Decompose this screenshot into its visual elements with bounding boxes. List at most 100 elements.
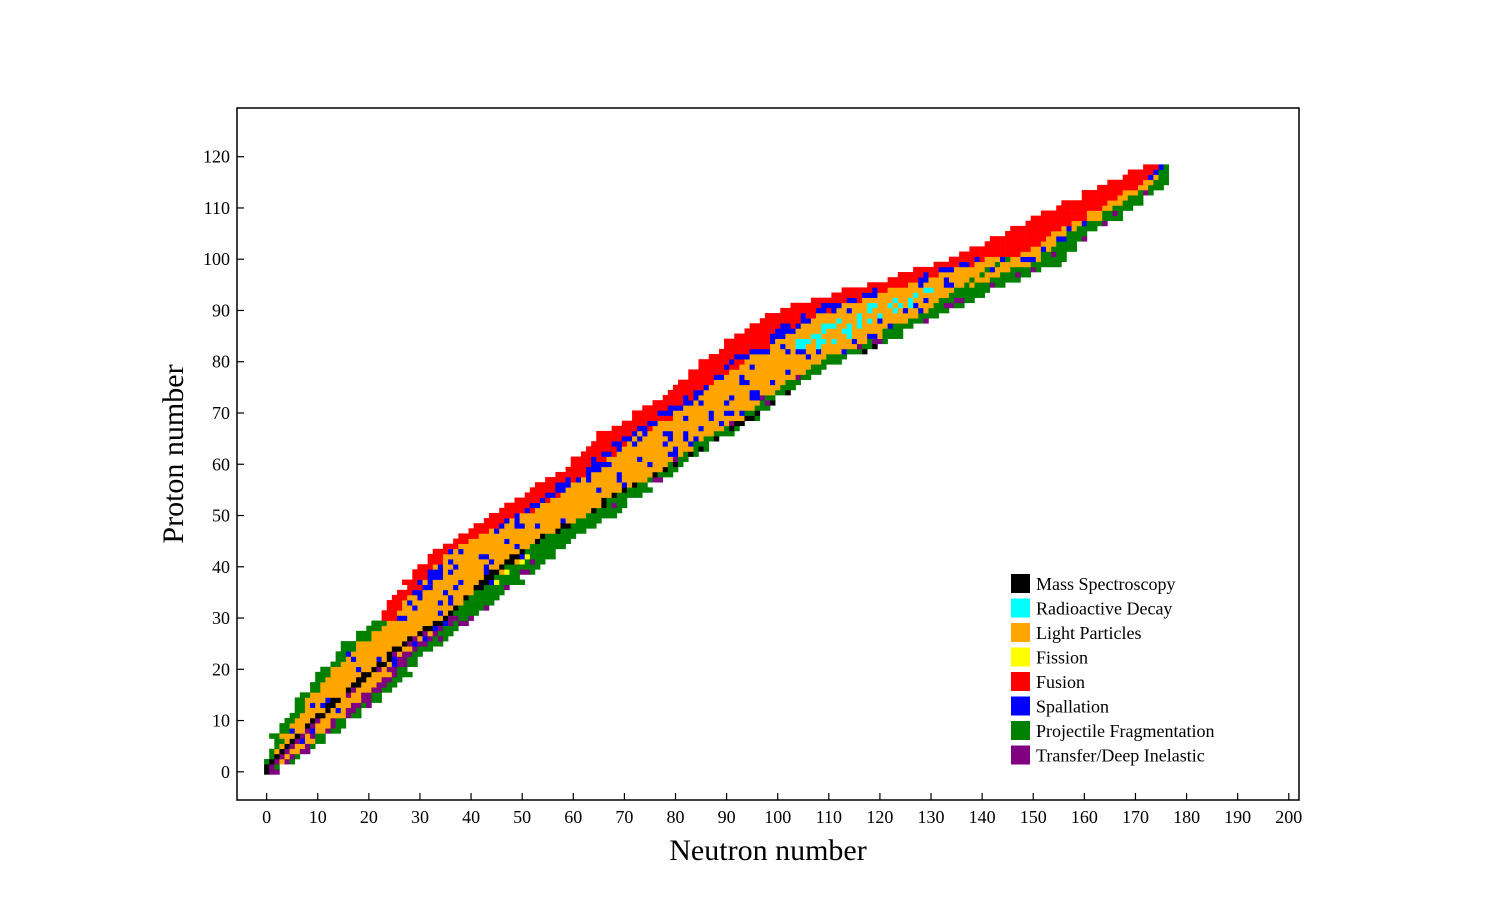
x-tick-label: 150: [1020, 807, 1047, 827]
nuclide-cell: [606, 446, 612, 452]
nuclide-cell: [529, 548, 536, 555]
nuclide-cell: [790, 374, 796, 380]
nuclide-cell: [1143, 164, 1149, 170]
nuclide-cell: [478, 600, 485, 606]
nuclide-cell: [1102, 220, 1108, 227]
nuclide-cell: [775, 389, 781, 396]
nuclide-cell: [703, 395, 710, 401]
nuclide-cell: [718, 395, 725, 401]
nuclide-cell: [872, 313, 878, 319]
nuclide-cell: [473, 543, 480, 550]
nuclide-cell: [330, 666, 336, 673]
nuclide-cell: [509, 507, 515, 514]
nuclide-cell: [560, 487, 566, 493]
nuclide-cell: [816, 369, 822, 375]
nuclide-cell: [749, 374, 756, 380]
nuclide-cell: [1138, 179, 1144, 186]
nuclide-cell: [304, 748, 311, 755]
nuclide-cell: [800, 307, 807, 314]
nuclide-cell: [432, 574, 439, 580]
nuclide-cell: [524, 507, 531, 514]
nuclide-cell: [350, 707, 357, 714]
nuclide-cell: [657, 400, 664, 406]
nuclide-cell: [412, 569, 418, 575]
nuclide-cell: [545, 518, 551, 524]
nuclide-cell: [315, 712, 321, 719]
nuclide-cell: [417, 594, 423, 601]
nuclide-cell: [882, 297, 888, 304]
nuclide-cell: [575, 512, 582, 519]
nuclide-cell: [1030, 261, 1037, 268]
nuclide-cell: [391, 682, 398, 688]
nuclide-cell: [519, 523, 526, 529]
nuclide-cell: [580, 518, 587, 524]
nuclide-cell: [453, 594, 459, 601]
nuclide-cell: [606, 466, 612, 473]
nuclide-cell: [345, 666, 352, 673]
nuclide-cell: [427, 553, 434, 560]
nuclide-cell: [933, 282, 939, 288]
nuclide-cell: [499, 548, 505, 555]
nuclide-cell: [703, 405, 710, 411]
nuclide-cell: [1112, 200, 1118, 206]
nuclide-cell: [693, 400, 699, 406]
nuclide-cell: [826, 354, 832, 360]
nuclide-cell: [729, 359, 735, 365]
nuclide-cell: [345, 702, 352, 709]
nuclide-cell: [310, 743, 316, 750]
nuclide-cell: [754, 400, 761, 406]
nuclide-cell: [453, 543, 459, 550]
x-tick-label: 190: [1224, 807, 1251, 827]
nuclide-cell: [427, 630, 434, 637]
nuclide-cell: [453, 538, 459, 545]
nuclide-cell: [698, 389, 704, 396]
nuclide-cell: [361, 646, 367, 652]
nuclide-cell: [841, 333, 847, 339]
nuclide-cell: [509, 564, 515, 570]
nuclide-cell: [509, 502, 515, 509]
nuclide-cell: [304, 692, 311, 698]
nuclide-cell: [514, 569, 520, 575]
x-tick-label: 80: [666, 807, 684, 827]
nuclide-cell: [918, 302, 924, 309]
nuclide-cell: [284, 728, 290, 734]
nuclide-cell: [1107, 210, 1113, 216]
nuclide-cell: [294, 723, 301, 729]
nuclide-cell: [391, 651, 398, 657]
nuclide-cell: [427, 641, 434, 647]
nuclide-cell: [340, 697, 347, 703]
nuclide-cell: [928, 272, 934, 278]
nuclide-cell: [933, 297, 939, 304]
nuclide-cell: [1071, 200, 1077, 206]
nuclide-cell: [744, 374, 750, 380]
nuclide-cell: [458, 543, 464, 550]
x-tick-label: 170: [1122, 807, 1149, 827]
nuclide-cell: [473, 600, 480, 606]
nuclide-cell: [836, 343, 842, 350]
nuclide-cell: [1061, 246, 1067, 252]
nuclide-cell: [494, 559, 500, 565]
nuclide-cell: [606, 507, 612, 514]
nuclide-cell: [759, 359, 766, 365]
nuclide-cell: [529, 564, 536, 570]
nuclide-cell: [601, 482, 607, 488]
nuclide-cell: [540, 518, 546, 524]
nuclide-cell: [662, 400, 669, 406]
nuclide-cell: [713, 420, 720, 427]
nuclide-cell: [739, 410, 745, 416]
nuclide-cell: [672, 430, 679, 437]
nuclide-cell: [1040, 236, 1047, 242]
nuclide-cell: [775, 354, 781, 360]
nuclide-cell: [1005, 231, 1011, 237]
nuclide-cell: [463, 610, 469, 616]
nuclide-cell: [320, 712, 326, 719]
nuclide-cell: [877, 297, 883, 304]
nuclide-cell: [550, 548, 556, 555]
nuclide-cell: [862, 287, 868, 293]
nuclide-cell: [1132, 200, 1139, 206]
nuclide-cell: [785, 307, 791, 314]
nuclide-cell: [402, 589, 408, 596]
nuclide-cell: [371, 671, 377, 678]
nuclide-cell: [928, 282, 934, 288]
nuclide-cell: [724, 343, 730, 350]
